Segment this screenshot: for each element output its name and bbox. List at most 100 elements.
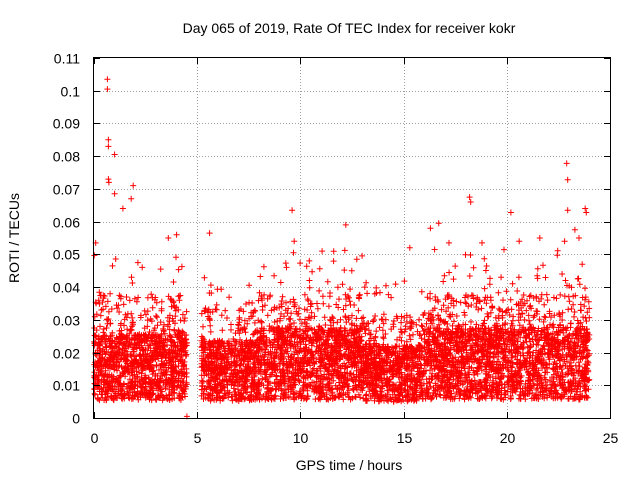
data-point xyxy=(102,303,109,310)
data-point xyxy=(420,328,427,334)
data-point xyxy=(153,379,160,386)
data-point xyxy=(112,343,119,350)
data-point xyxy=(144,308,151,315)
data-point xyxy=(112,393,119,399)
data-point xyxy=(330,248,337,255)
data-point xyxy=(131,295,138,302)
data-point xyxy=(127,327,134,334)
data-point xyxy=(509,317,516,324)
data-point xyxy=(122,364,129,371)
data-point xyxy=(114,367,120,374)
data-point xyxy=(181,318,188,324)
data-point xyxy=(372,334,379,341)
data-point xyxy=(124,388,130,395)
data-point xyxy=(376,324,383,331)
data-point xyxy=(379,316,386,323)
data-point xyxy=(330,258,337,265)
chart-title: Day 065 of 2019, Rate Of TEC Index for r… xyxy=(183,20,516,36)
data-point xyxy=(111,364,118,371)
data-point xyxy=(110,373,117,380)
data-point xyxy=(150,348,157,355)
data-point xyxy=(401,278,408,285)
data-point xyxy=(246,299,253,306)
data-point xyxy=(105,316,112,322)
data-point xyxy=(226,294,233,301)
data-point xyxy=(406,332,413,339)
data-point xyxy=(146,329,153,335)
data-point xyxy=(466,273,473,279)
data-point xyxy=(175,363,182,369)
data-point xyxy=(162,383,169,390)
data-point xyxy=(207,322,214,329)
data-point xyxy=(174,332,181,339)
data-point xyxy=(161,321,167,328)
data-point xyxy=(164,396,171,403)
data-point xyxy=(392,281,399,288)
data-point xyxy=(534,265,541,272)
data-point xyxy=(228,321,234,328)
data-point xyxy=(373,328,380,335)
data-point xyxy=(137,351,144,358)
data-point xyxy=(117,356,124,363)
data-point xyxy=(104,316,111,323)
data-point xyxy=(161,342,167,349)
data-point xyxy=(124,357,131,364)
data-point xyxy=(478,305,485,312)
data-point xyxy=(321,314,328,321)
data-point xyxy=(178,263,185,270)
data-point xyxy=(115,377,122,384)
data-point xyxy=(170,279,177,285)
data-point xyxy=(301,291,308,298)
data-point xyxy=(483,263,490,269)
data-point xyxy=(112,256,119,262)
data-point xyxy=(201,274,208,281)
data-point xyxy=(160,328,167,335)
data-point xyxy=(355,307,362,314)
data-point xyxy=(95,372,102,379)
data-point xyxy=(541,313,548,320)
data-point xyxy=(348,267,355,274)
data-point xyxy=(427,290,434,297)
data-point xyxy=(173,353,180,360)
data-point xyxy=(105,358,112,364)
data-point xyxy=(351,302,358,308)
data-point xyxy=(121,392,128,399)
data-point xyxy=(145,376,152,382)
data-point xyxy=(446,269,453,276)
data-point xyxy=(130,321,136,328)
data-point xyxy=(440,278,447,285)
data-point xyxy=(457,299,464,306)
data-point xyxy=(167,296,174,302)
data-point xyxy=(147,387,154,394)
data-point xyxy=(122,342,129,349)
data-point xyxy=(388,294,395,301)
data-point xyxy=(372,313,379,319)
data-point xyxy=(306,277,313,284)
data-point xyxy=(481,255,488,262)
data-point xyxy=(149,331,156,338)
data-point xyxy=(156,339,162,346)
data-point xyxy=(113,302,120,309)
data-point xyxy=(325,303,332,310)
data-point xyxy=(168,362,175,369)
data-point xyxy=(93,300,100,307)
data-point xyxy=(228,326,234,333)
data-point xyxy=(312,396,319,403)
data-point xyxy=(416,316,423,323)
data-point xyxy=(148,291,155,298)
data-point xyxy=(441,272,448,279)
data-point xyxy=(139,367,146,374)
data-point xyxy=(507,296,514,303)
data-point xyxy=(141,325,148,332)
data-point xyxy=(135,396,142,403)
data-point xyxy=(162,337,169,344)
data-point xyxy=(359,252,366,259)
data-point xyxy=(583,318,590,325)
data-point xyxy=(130,348,137,355)
data-point xyxy=(467,252,474,258)
data-point xyxy=(104,373,111,380)
data-point xyxy=(122,311,129,318)
data-point xyxy=(291,320,297,326)
data-point xyxy=(178,366,185,373)
data-point xyxy=(176,370,183,377)
